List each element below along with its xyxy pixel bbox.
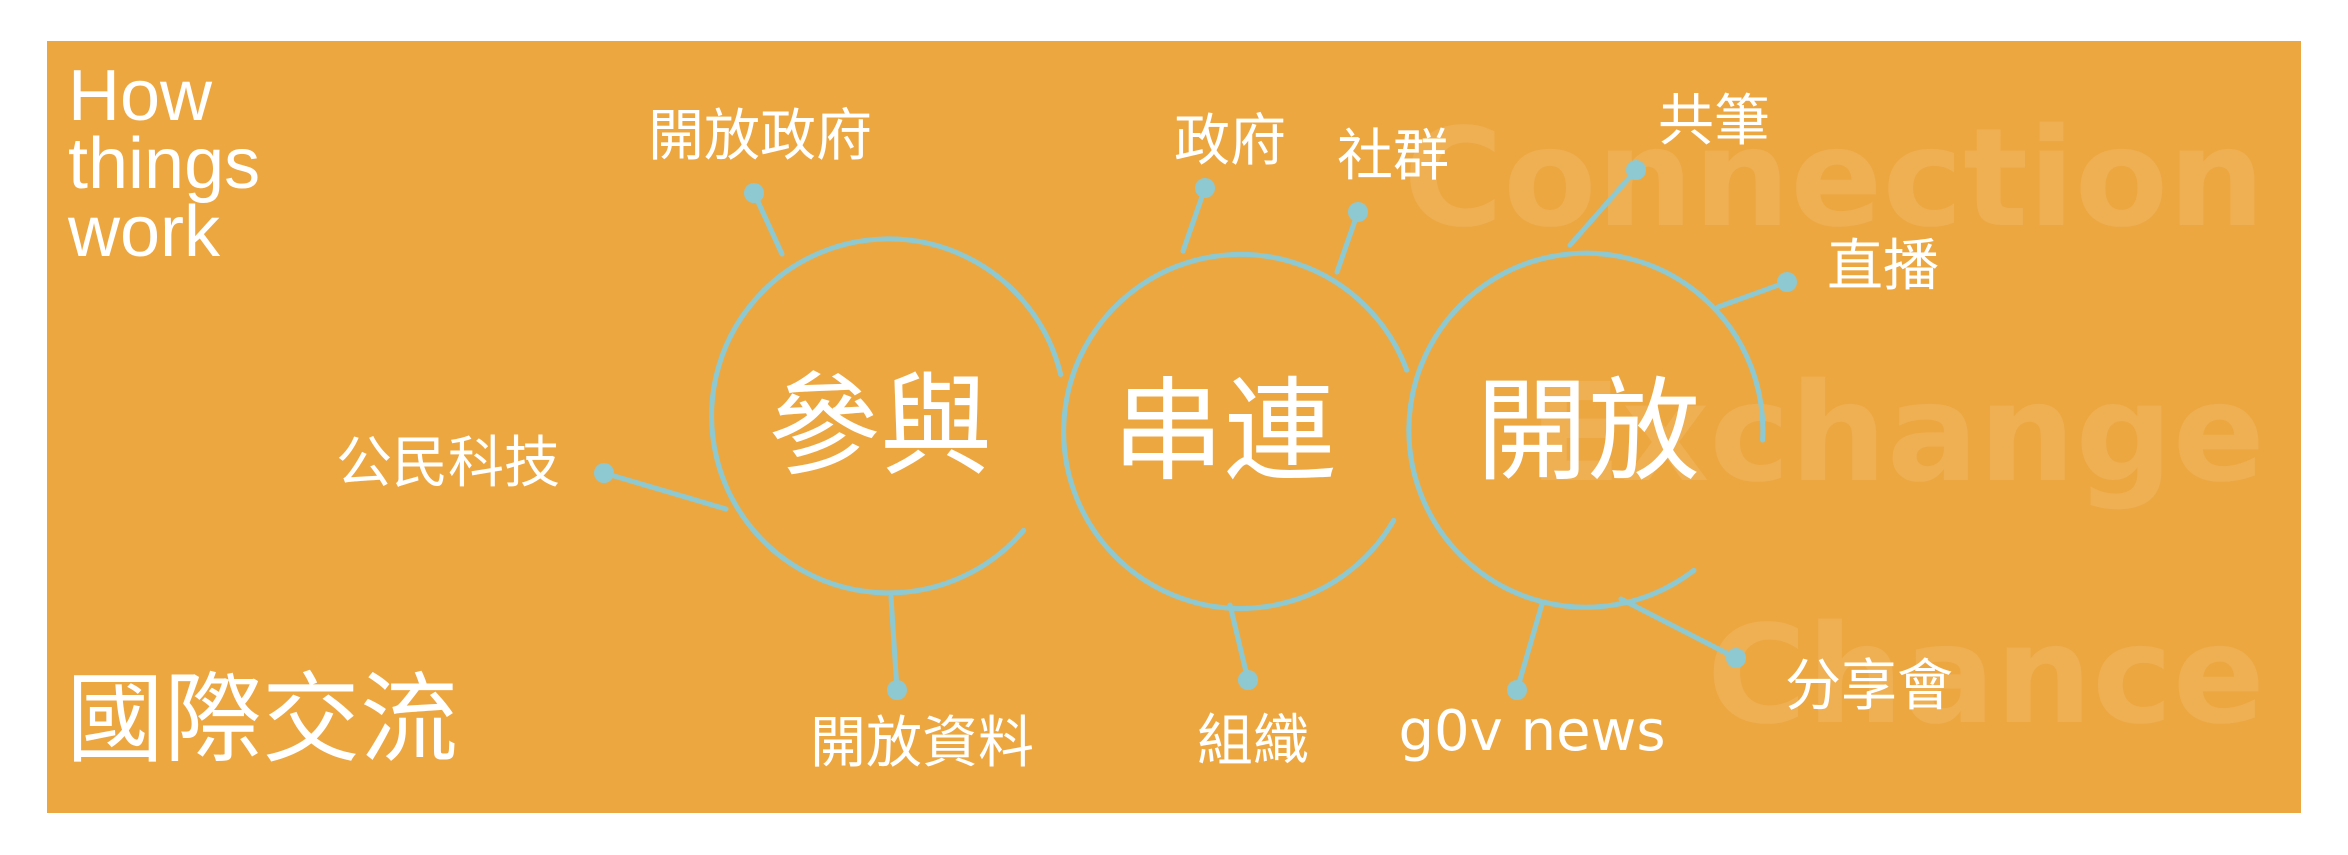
connector-g0v-news	[1514, 601, 1545, 693]
watermark-connection: Connection	[1403, 100, 2265, 258]
diagram-panel	[47, 41, 2301, 813]
dot-sharing-session	[1726, 648, 1746, 668]
connector-open-data	[888, 594, 900, 693]
circle-label-connection: 串連	[1112, 367, 1336, 497]
footer-title: 國際交流	[66, 663, 459, 777]
dot-community	[1348, 202, 1368, 222]
topic-organization: 組織	[1197, 709, 1309, 774]
tagline-line: work	[68, 192, 221, 272]
topic-g0v-news: g0v news	[1398, 699, 1665, 764]
connector-government	[1180, 185, 1208, 254]
dot-livestream	[1777, 272, 1797, 292]
ring-connection	[1061, 252, 1410, 611]
dot-open-government	[744, 183, 764, 203]
circle-label-participation: 參與	[768, 362, 992, 492]
connector-collab-notes	[1567, 167, 1639, 248]
connector-organization	[1227, 602, 1251, 683]
connector-community	[1334, 209, 1361, 275]
connector-sharing-session	[1618, 596, 1739, 661]
dot-organization	[1238, 670, 1258, 690]
connector-open-government	[751, 190, 785, 257]
tagline-line: How	[68, 56, 213, 136]
topic-community: 社群	[1337, 124, 1449, 189]
topic-collab-notes: 共筆	[1658, 89, 1770, 154]
watermark-exchange: Exchange	[1529, 355, 2265, 513]
dot-civic-tech	[594, 463, 614, 483]
topic-sharing-session: 分享會	[1785, 654, 1953, 719]
tagline: How things work	[68, 56, 261, 272]
topic-government: 政府	[1174, 109, 1286, 174]
topic-civic-tech: 公民科技	[336, 431, 560, 496]
ring-participation	[709, 236, 1064, 596]
ring-openness	[1406, 250, 1766, 610]
circle-label-openness: 開放	[1476, 367, 1700, 497]
dot-collab-notes	[1626, 160, 1646, 180]
topic-open-data: 開放資料	[810, 711, 1034, 776]
watermark-chance: Chance	[1707, 597, 2265, 755]
topic-open-government: 開放政府	[648, 104, 872, 169]
connector-livestream	[1715, 279, 1790, 310]
connector-civic-tech	[601, 470, 729, 512]
tagline-line: things	[68, 124, 261, 204]
topic-livestream: 直播	[1827, 234, 1939, 299]
dot-g0v-news	[1507, 680, 1527, 700]
dot-government	[1195, 178, 1215, 198]
dot-open-data	[887, 680, 907, 700]
